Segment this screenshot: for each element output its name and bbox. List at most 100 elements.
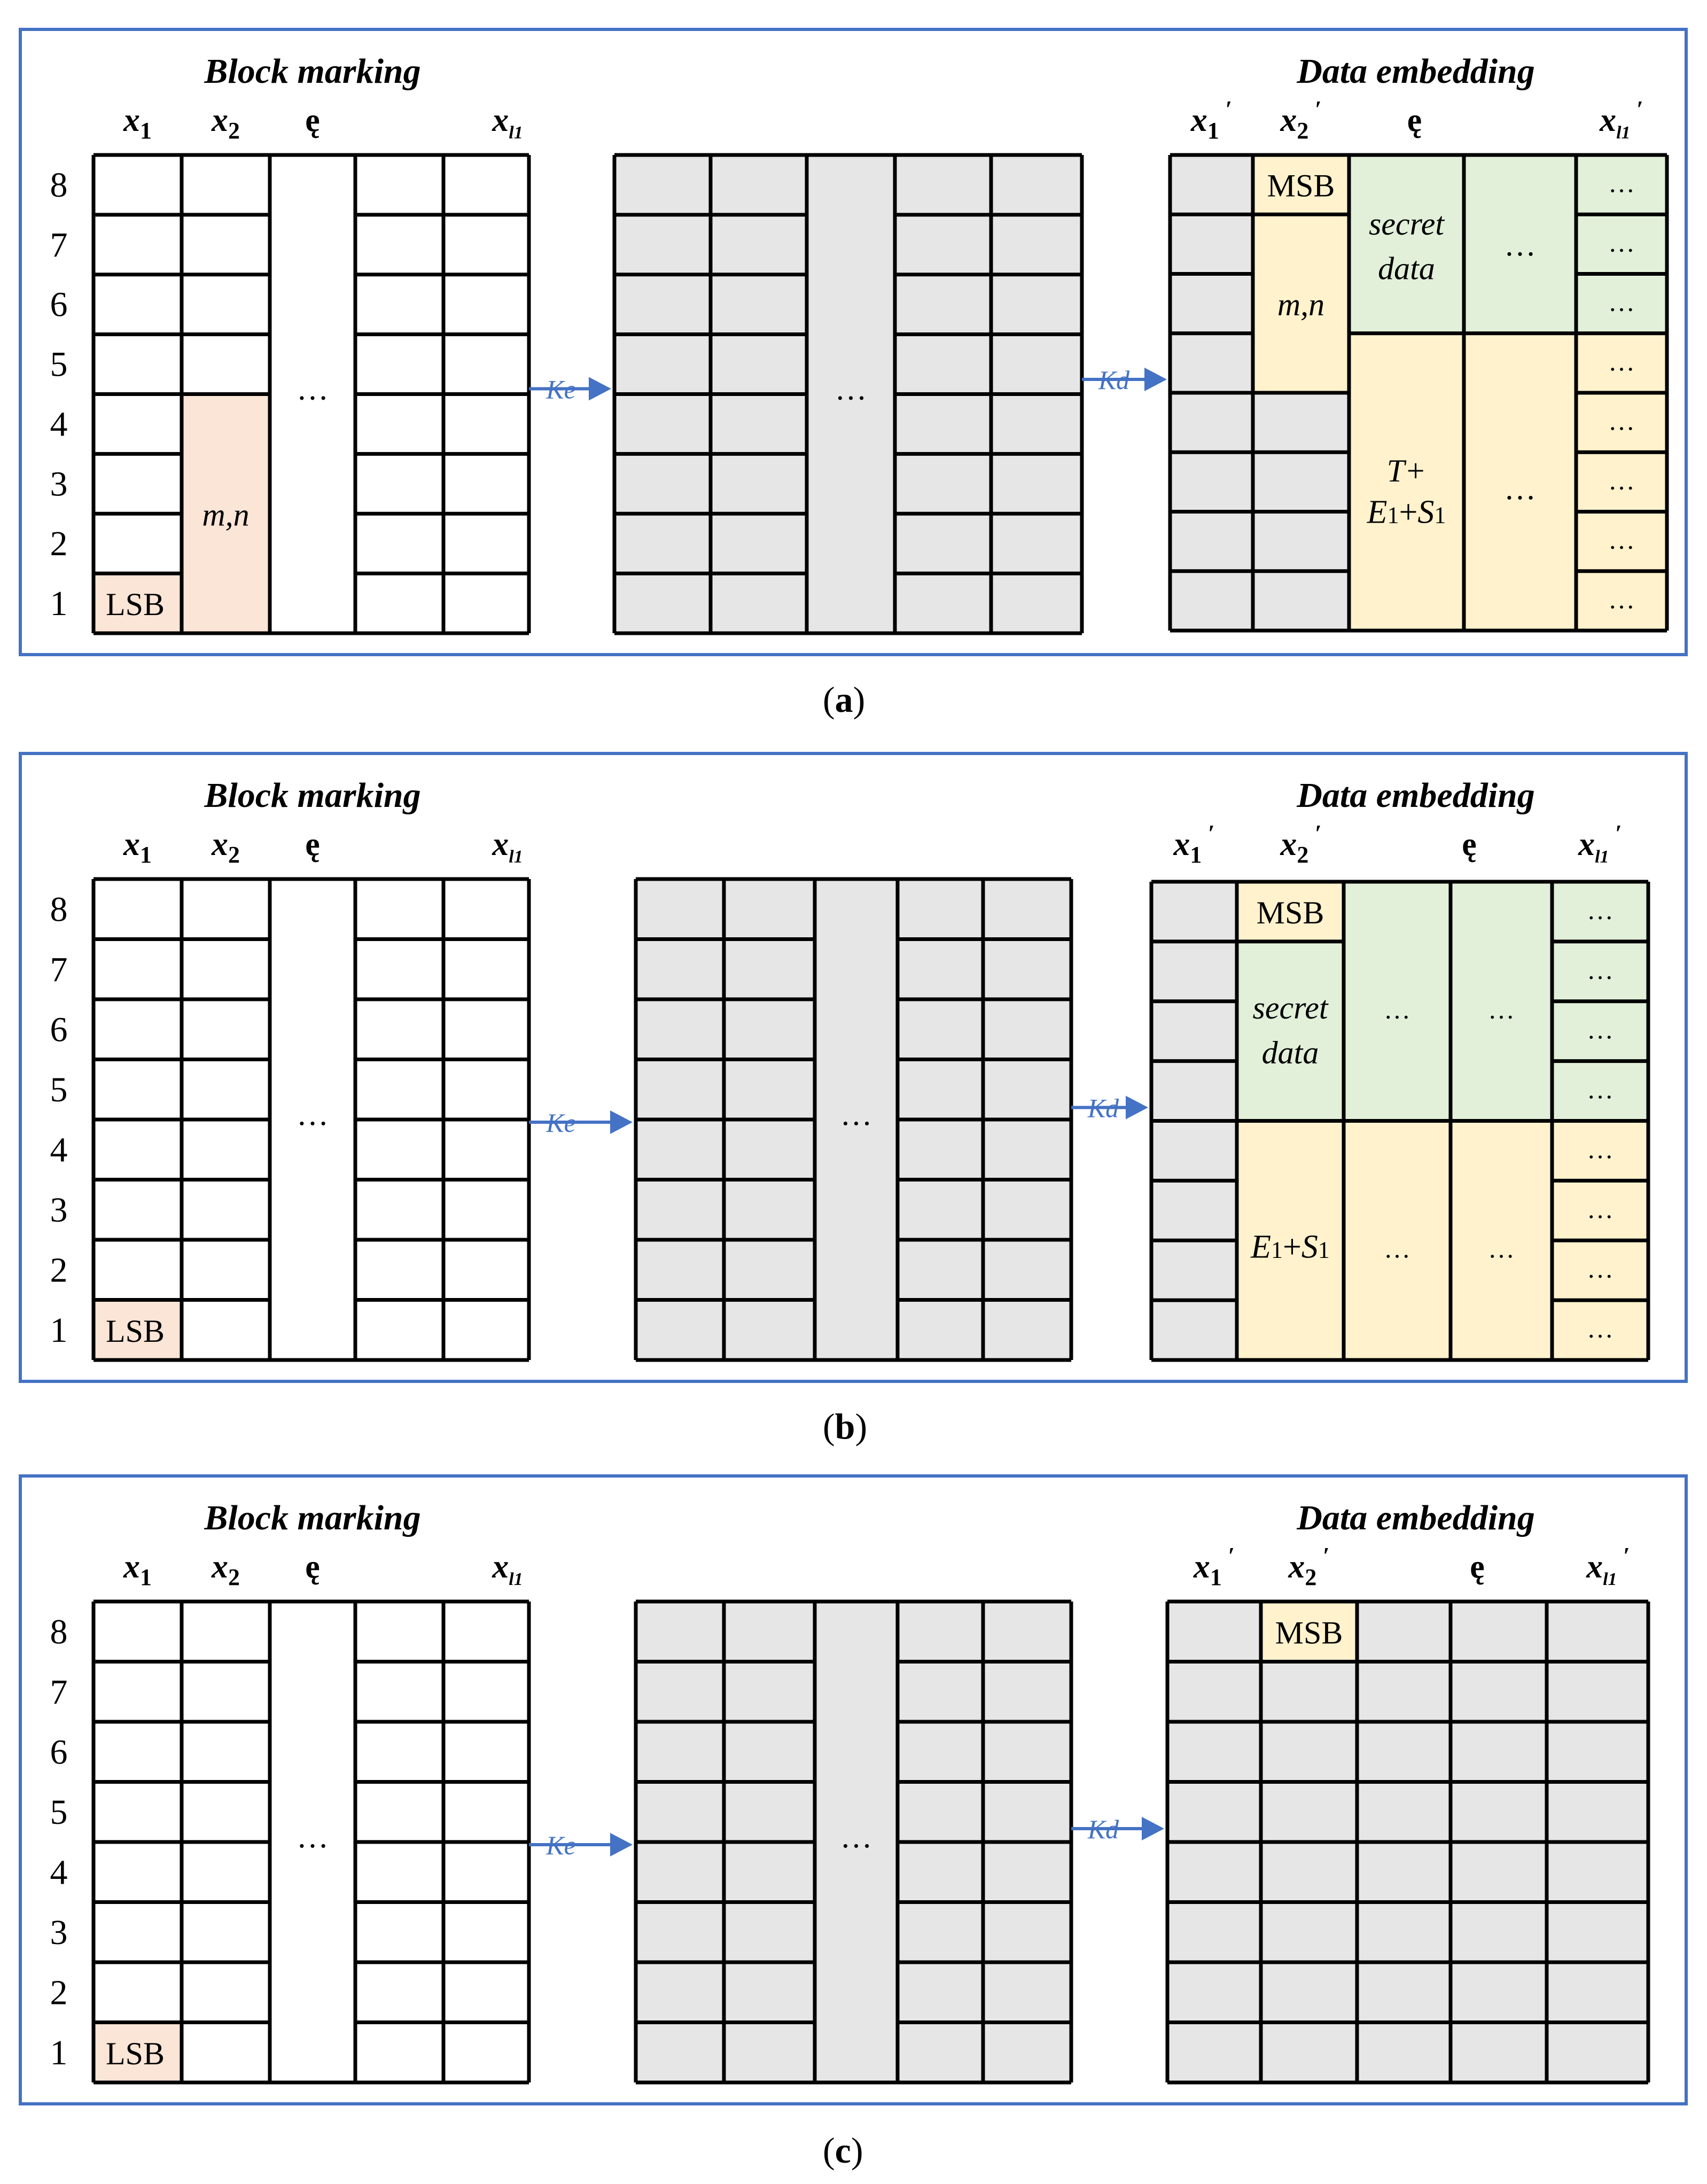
msb-cell bbox=[1237, 882, 1344, 942]
lsb-cell bbox=[93, 1300, 182, 1360]
ke-arrow-head bbox=[610, 1110, 633, 1134]
right-ellipsis: … bbox=[1587, 1134, 1614, 1164]
right-mn-label: m,n bbox=[1277, 287, 1324, 322]
right-ellipsis: … bbox=[1384, 1234, 1410, 1264]
left-ellipsis: … bbox=[297, 371, 329, 407]
right-ellipsis: … bbox=[1504, 227, 1536, 262]
right-title: Data embedding bbox=[1296, 776, 1534, 815]
msb-cell bbox=[1261, 1602, 1357, 1662]
right-col-label: x1′ bbox=[1190, 96, 1232, 144]
right-ellipsis: … bbox=[1608, 168, 1635, 198]
ke-arrow-label: Ke bbox=[545, 1830, 576, 1860]
row-label: 4 bbox=[50, 1130, 68, 1169]
left-col-label: ę bbox=[305, 102, 320, 138]
row-label: 5 bbox=[50, 1793, 68, 1832]
right-col-label: x2′ bbox=[1280, 96, 1321, 144]
row-label: 8 bbox=[50, 890, 68, 929]
row-label: 6 bbox=[50, 1732, 68, 1771]
secret-label: secret bbox=[1369, 206, 1445, 242]
right-col-label: ę bbox=[1470, 1549, 1485, 1585]
row-label: 7 bbox=[50, 1673, 68, 1712]
yellow-label: T+ bbox=[1387, 453, 1427, 488]
middle-ellipsis: … bbox=[835, 371, 867, 407]
row-label: 7 bbox=[50, 950, 68, 989]
left-col-label: x1 bbox=[123, 102, 152, 144]
caption-b: (b) bbox=[823, 1406, 868, 1447]
right-title: Data embedding bbox=[1296, 1498, 1534, 1537]
right-ellipsis: … bbox=[1384, 994, 1410, 1024]
left-col-label: x2 bbox=[211, 826, 240, 868]
lsb-label: LSB bbox=[106, 587, 165, 622]
mn-cell bbox=[182, 394, 270, 633]
left-ellipsis: … bbox=[297, 1097, 329, 1132]
right-ellipsis: … bbox=[1488, 994, 1515, 1024]
right-col-label: xl1′ bbox=[1599, 96, 1643, 143]
right-ellipsis: … bbox=[1608, 465, 1635, 495]
kd-arrow-label: Kd bbox=[1087, 1093, 1119, 1123]
panel-b: Block marking Data embedding x1 x2 ę xl1 8 7 6 5 4… bbox=[19, 752, 1688, 1383]
right-title: Data embedding bbox=[1296, 52, 1534, 91]
right-ellipsis: … bbox=[1587, 1075, 1614, 1105]
mn-label: m,n bbox=[202, 497, 249, 532]
left-col-label: xl1 bbox=[492, 1549, 523, 1589]
right-ellipsis: … bbox=[1587, 1194, 1614, 1224]
secret-label: data bbox=[1262, 1035, 1319, 1070]
lsb-label: LSB bbox=[106, 2036, 165, 2071]
left-title: Block marking bbox=[204, 1498, 420, 1537]
secret-label: secret bbox=[1252, 990, 1328, 1025]
middle-ellipsis: … bbox=[840, 1097, 872, 1132]
panel-frame bbox=[19, 1474, 1688, 2105]
ke-arrow-label: Ke bbox=[545, 1108, 576, 1138]
row-label: 4 bbox=[50, 405, 68, 444]
secret-label: data bbox=[1378, 251, 1435, 286]
left-col-label: x2 bbox=[211, 1549, 240, 1590]
middle-ellipsis: … bbox=[840, 1819, 872, 1854]
row-label: 1 bbox=[50, 2033, 68, 2072]
right-col-label: xl1′ bbox=[1578, 820, 1622, 867]
lsb-cell bbox=[93, 573, 182, 633]
right-ellipsis: … bbox=[1608, 287, 1635, 317]
kd-arrow-head bbox=[1142, 1817, 1164, 1840]
left-col-label: xl1 bbox=[492, 102, 523, 143]
msb-label: MSB bbox=[1267, 168, 1335, 204]
left-col-label: x1 bbox=[123, 1549, 152, 1590]
ke-arrow-head bbox=[589, 377, 611, 401]
row-label: 4 bbox=[50, 1853, 68, 1892]
row-label: 2 bbox=[50, 1973, 68, 2012]
kd-arrow-head bbox=[1144, 368, 1167, 391]
right-ellipsis: … bbox=[1587, 955, 1614, 985]
right-col-label: x2′ bbox=[1288, 1543, 1329, 1590]
right-col-label: ę bbox=[1407, 102, 1422, 138]
panel-frame bbox=[19, 752, 1688, 1383]
left-title: Block marking bbox=[204, 52, 420, 91]
right-ellipsis: … bbox=[1608, 406, 1635, 436]
row-label: 2 bbox=[50, 1250, 68, 1289]
right-ellipsis: … bbox=[1587, 895, 1614, 925]
row-label: 2 bbox=[50, 524, 68, 563]
ke-arrow-label: Ke bbox=[545, 375, 576, 405]
row-label: 8 bbox=[50, 1612, 68, 1651]
right-ellipsis: … bbox=[1488, 1234, 1515, 1264]
row-label: 3 bbox=[50, 1191, 68, 1230]
right-ellipsis: … bbox=[1608, 346, 1635, 376]
kd-arrow-head bbox=[1126, 1095, 1148, 1120]
embed-region bbox=[1349, 333, 1667, 631]
row-label: 5 bbox=[50, 345, 68, 384]
row-label: 1 bbox=[50, 1311, 68, 1350]
right-col-label: xl1′ bbox=[1586, 1543, 1630, 1589]
row-label: 1 bbox=[50, 584, 68, 623]
right-ellipsis: … bbox=[1608, 228, 1635, 258]
right-col-label: x2′ bbox=[1280, 820, 1321, 868]
yellow-label: E1+S1 bbox=[1250, 1229, 1330, 1265]
lsb-cell bbox=[93, 2022, 182, 2082]
right-col-label: x1′ bbox=[1173, 820, 1214, 868]
kd-arrow-label: Kd bbox=[1087, 1814, 1119, 1844]
panel-c: Block marking Data embedding x1 x2 ę xl1 8 7 6 5 4… bbox=[19, 1474, 1688, 2105]
kd-arrow-label: Kd bbox=[1098, 365, 1130, 395]
left-col-label: xl1 bbox=[492, 826, 523, 867]
right-ellipsis: … bbox=[1504, 471, 1536, 506]
left-title: Block marking bbox=[204, 776, 420, 815]
row-label: 5 bbox=[50, 1070, 68, 1109]
caption-c: (c) bbox=[823, 2130, 863, 2171]
